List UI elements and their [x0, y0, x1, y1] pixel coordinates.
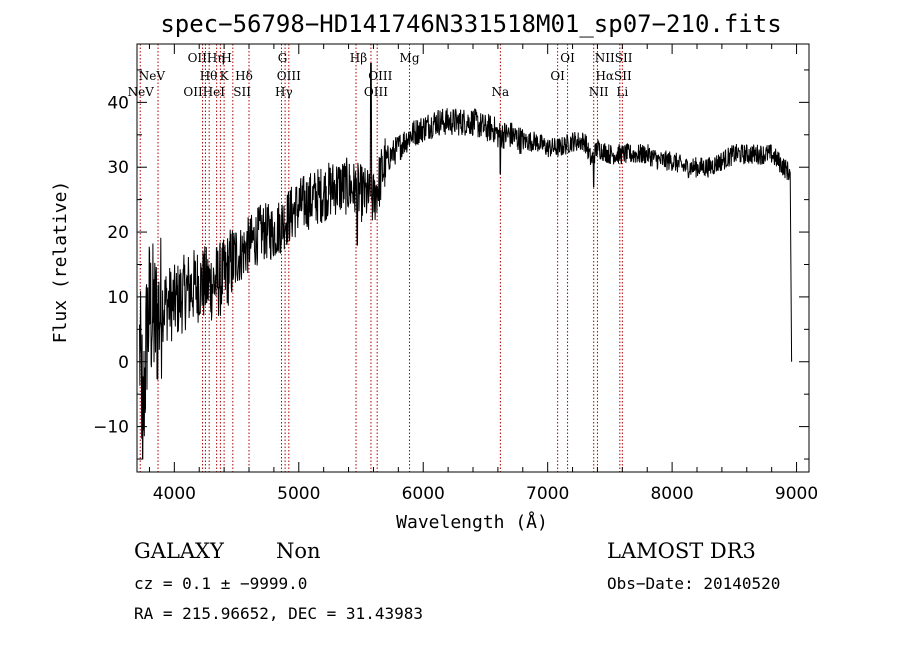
y-tick-label: 10 [107, 288, 129, 308]
line-id-label: OI [560, 51, 575, 65]
object-subclass: Non [276, 539, 321, 563]
line-id-label: NII [589, 85, 609, 99]
x-tick-label: 8000 [650, 484, 693, 504]
y-tick-label: 40 [107, 93, 129, 113]
x-tick-label: 9000 [775, 484, 818, 504]
line-id-label: Hθ [200, 69, 218, 83]
line-id-label: Hδ [235, 69, 253, 83]
survey-name: LAMOST DR3 [607, 539, 756, 563]
line-id-label: OI [550, 69, 565, 83]
y-tick-label: 0 [118, 353, 129, 373]
x-tick-label: 7000 [526, 484, 569, 504]
line-id-label: HαSII [595, 69, 632, 83]
line-id-label: NeV [128, 85, 155, 99]
x-axis-label: Wavelength (Å) [396, 511, 548, 533]
y-tick-label: 30 [107, 158, 129, 178]
line-id-label: Mg [400, 51, 420, 65]
obs-date-text: Obs−Date: 20140520 [607, 574, 780, 593]
coordinates-text: RA = 215.96652, DEC = 31.43983 [134, 604, 423, 623]
line-id-label: Hβ [350, 51, 367, 65]
y-tick-label: −10 [93, 418, 129, 438]
line-id-label: NIISII [595, 51, 633, 65]
x-tick-label: 6000 [402, 484, 445, 504]
line-id-label: OIII [277, 69, 301, 83]
chart-title: spec−56798−HD141746N331518M01_sp07−210.f… [160, 10, 781, 38]
line-id-label: Hγ [275, 85, 293, 99]
plot-area: 4000 5000 6000 7000 8000 9000−10010203040NeVN… [93, 43, 818, 504]
line-id-label: NeV [139, 69, 166, 83]
line-id-label: Na [492, 85, 510, 99]
line-id-label: H [221, 51, 231, 65]
line-id-label: SII [233, 85, 251, 99]
line-id-label: OIII [368, 69, 392, 83]
line-id-label: OIIHη [188, 51, 225, 65]
line-id-label: OIIHeI [183, 85, 225, 99]
spectrum-line [139, 63, 793, 460]
redshift-text: cz = 0.1 ± −9999.0 [134, 574, 307, 593]
y-axis-label: Flux (relative) [50, 181, 71, 344]
line-id-label: OIII [364, 85, 388, 99]
x-tick-label: 5000 [277, 484, 320, 504]
line-id-label: Li [616, 85, 628, 99]
object-class: GALAXY [134, 539, 225, 563]
y-tick-label: 20 [107, 223, 129, 243]
line-id-label: G [278, 51, 288, 65]
x-tick-label: 4000 [153, 484, 196, 504]
line-id-label: K [220, 69, 230, 83]
